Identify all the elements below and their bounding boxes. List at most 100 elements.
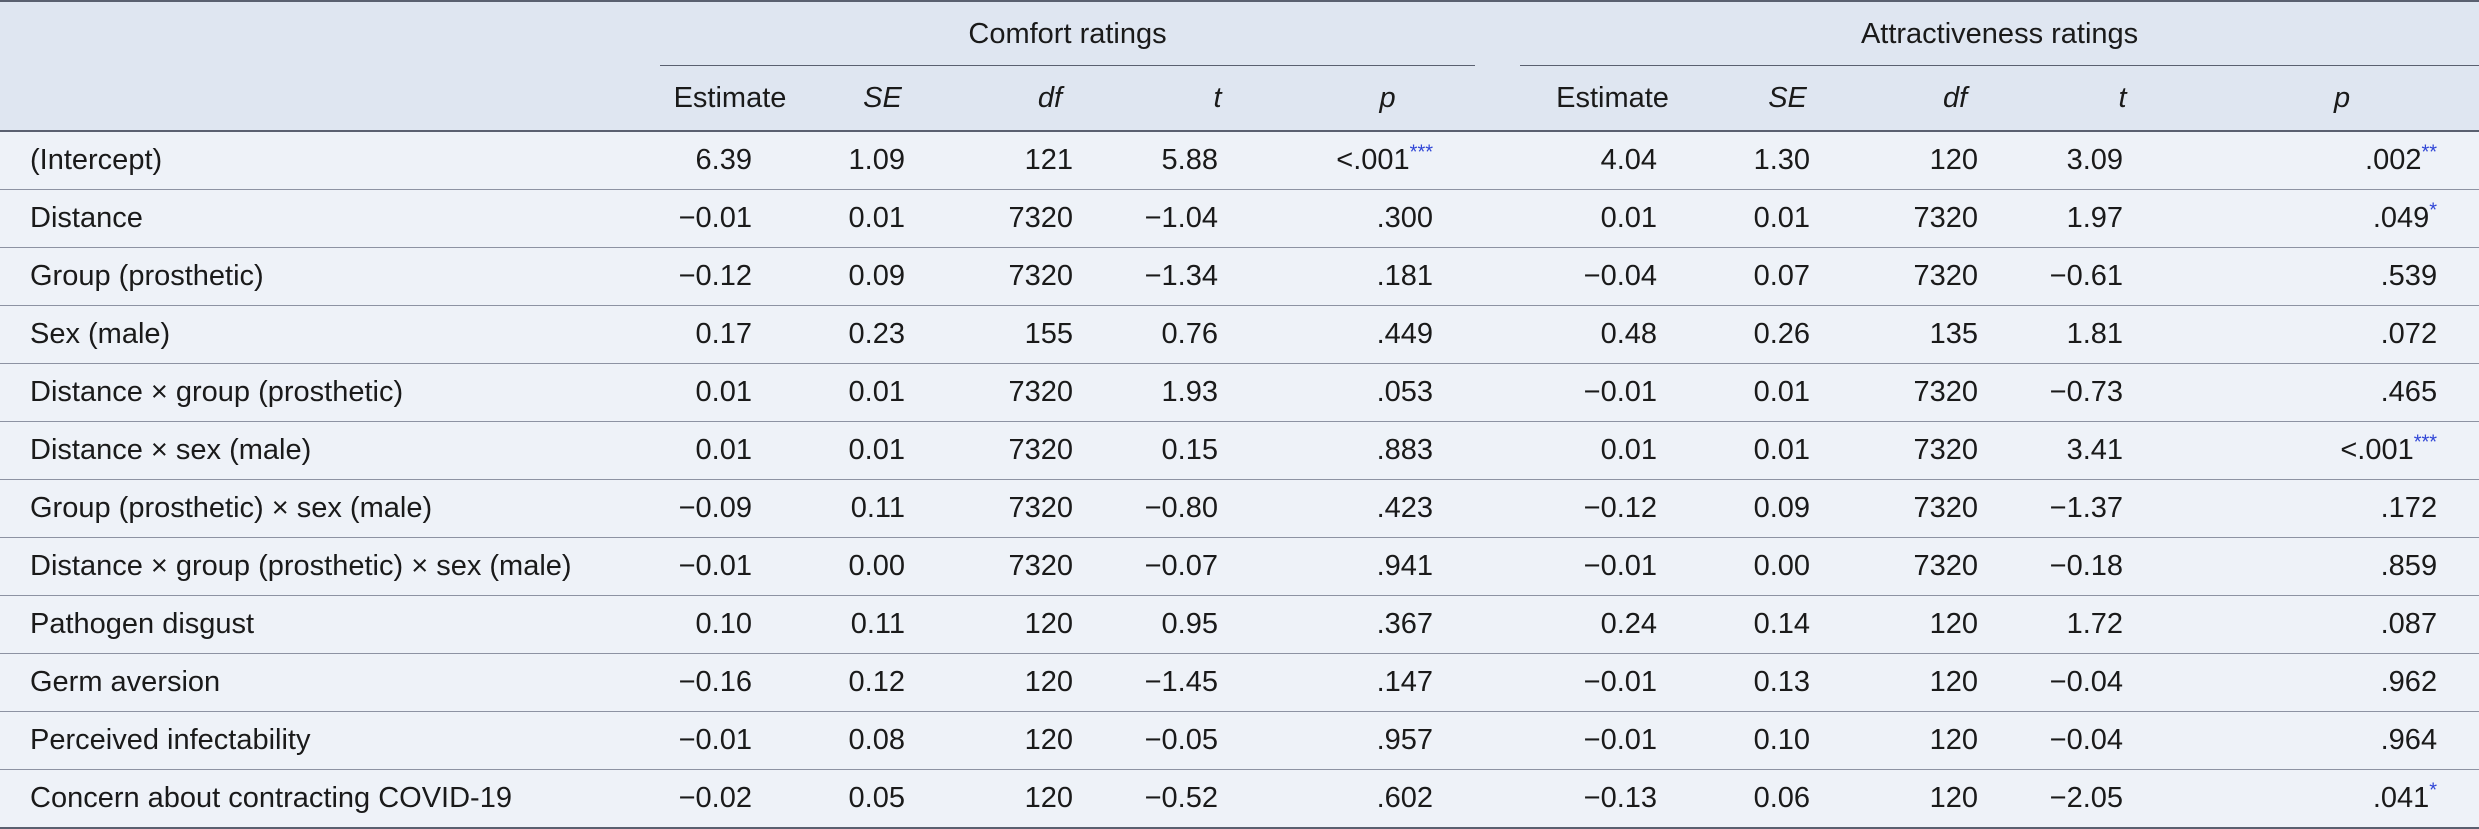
attract-df-value: 7320 [1913, 260, 1979, 292]
attract-estimate-cell: 0.24 [1520, 595, 1706, 654]
comfort-estimate-value: −0.16 [678, 666, 752, 698]
comfort-se-header: SE [800, 66, 965, 132]
attractiveness-ratings-group: Attractiveness ratings [1520, 1, 2479, 66]
comfort-p-cell: .300 [1300, 189, 1476, 248]
table-row: Concern about contracting COVID-19 −0.02 0… [0, 769, 2479, 829]
group-gap-cell [1475, 1, 1520, 66]
comfort-se-cell: 0.09 [800, 247, 965, 306]
attract-p-value: .049 [2372, 202, 2430, 234]
attract-se-cell: 0.01 [1705, 189, 1871, 248]
comfort-se-cell: 0.12 [800, 653, 965, 712]
comfort-t-cell: −0.80 [1135, 479, 1300, 538]
comfort-estimate-value: 0.10 [695, 608, 752, 640]
attract-df-cell: 7320 [1870, 189, 2041, 248]
comfort-df-cell: 155 [965, 305, 1135, 364]
attract-t-value: −0.04 [2049, 724, 2124, 756]
comfort-se-cell: 0.23 [800, 305, 965, 364]
comfort-se-value: 0.09 [848, 260, 905, 292]
comfort-p-value: .449 [1376, 318, 1434, 350]
comfort-t-value: −1.45 [1144, 666, 1218, 698]
attract-se-cell: 0.06 [1705, 770, 1870, 829]
comfort-p-cell: .147 [1300, 653, 1476, 712]
attract-t-cell: −2.05 [2040, 770, 2205, 829]
comfort-t-cell: −1.34 [1135, 247, 1300, 306]
row-label: Sex (male) [0, 305, 660, 364]
gap-cell [1475, 305, 1521, 364]
comfort-df-value: 120 [1024, 782, 1073, 814]
comfort-p-cell: .883 [1300, 421, 1476, 480]
attractiveness-ratings-label: Attractiveness ratings [1860, 17, 2139, 50]
comfort-t-cell: 0.95 [1135, 595, 1300, 654]
comfort-df-value: 7320 [1008, 260, 1073, 292]
attract-p-value: .539 [2380, 260, 2438, 292]
comfort-estimate-cell: 0.17 [660, 305, 800, 364]
comfort-estimate-cell: 0.01 [660, 421, 800, 480]
attract-df-cell: 120 [1870, 653, 2041, 712]
attract-t-cell: 3.09 [2040, 131, 2206, 190]
comfort-se-cell: 0.05 [800, 770, 965, 829]
attract-estimate-cell: −0.04 [1520, 247, 1706, 306]
comfort-df-value: 7320 [1008, 492, 1073, 524]
attract-p-value: .041 [2372, 782, 2430, 814]
comfort-p-cell: <.001*** [1300, 131, 1476, 190]
attract-t-cell: −0.04 [2040, 711, 2206, 770]
attract-estimate-value: −0.01 [1583, 376, 1658, 408]
gap-cell [1475, 247, 1521, 306]
attract-t-cell: −0.73 [2040, 363, 2206, 422]
comfort-estimate-value: −0.01 [678, 724, 752, 756]
comfort-t-cell: 0.76 [1135, 305, 1300, 364]
comfort-p-value: .367 [1376, 608, 1434, 640]
column-header-row: Estimate SE df t p Estimate SE df t p [0, 66, 2479, 132]
row-label: Group (prosthetic) [0, 247, 660, 306]
comfort-p-value: .423 [1376, 492, 1434, 524]
attract-df-header: df [1870, 66, 2041, 132]
attract-estimate-value: 0.01 [1600, 434, 1658, 466]
comfort-ratings-label: Comfort ratings [968, 17, 1167, 50]
comfort-estimate-cell: −0.16 [660, 653, 800, 712]
comfort-t-value: 5.88 [1161, 144, 1218, 176]
row-label: Pathogen disgust [0, 595, 660, 654]
attract-t-value: −2.05 [2049, 782, 2124, 814]
attract-se-value: 0.14 [1753, 608, 1811, 640]
comfort-t-cell: 5.88 [1135, 131, 1300, 190]
attract-df-cell: 135 [1870, 305, 2041, 364]
table-row: (Intercept) 6.39 1.09 121 5.88 <.001*** 4.04 1.… [0, 131, 2479, 190]
comfort-t-cell: −1.04 [1135, 189, 1300, 248]
table-row: Distance × sex (male) 0.01 0.01 7320 0.15 .88… [0, 421, 2479, 480]
comfort-se-cell: 0.01 [800, 421, 965, 480]
attractiveness-group-underline [1520, 65, 2479, 66]
attract-estimate-cell: 0.48 [1520, 305, 1706, 364]
attract-estimate-value: −0.04 [1583, 260, 1658, 292]
attract-se-cell: 0.13 [1705, 653, 1871, 712]
comfort-se-cell: 0.11 [800, 595, 965, 654]
attract-p-value: .465 [2380, 376, 2438, 408]
gap-cell [1475, 537, 1521, 596]
comfort-p-value: .147 [1376, 666, 1434, 698]
comfort-t-cell: −0.07 [1135, 537, 1300, 596]
gap-cell [1475, 711, 1521, 770]
attract-p-value: .002 [2365, 144, 2422, 176]
comfort-p-cell: .053 [1300, 363, 1476, 422]
comfort-df-value: 120 [1024, 724, 1073, 756]
comfort-se-value: 0.23 [848, 318, 905, 350]
comfort-se-value: 0.05 [848, 782, 905, 814]
attract-estimate-value: 0.24 [1600, 608, 1658, 640]
significance-stars: * [2429, 779, 2438, 802]
comfort-estimate-cell: −0.02 [660, 770, 800, 829]
comfort-estimate-cell: −0.01 [660, 537, 800, 596]
attract-t-value: 1.72 [2066, 608, 2124, 640]
attract-t-value: −0.04 [2049, 666, 2124, 698]
gap-cell [1475, 363, 1521, 422]
attract-se-value: 0.09 [1753, 492, 1811, 524]
row-label: Concern about contracting COVID-19 [30, 782, 512, 814]
attract-se-cell: 0.14 [1705, 595, 1871, 654]
comfort-df-cell: 121 [965, 131, 1135, 190]
comfort-t-cell: 1.93 [1135, 363, 1300, 422]
comfort-se-value: 1.09 [848, 144, 905, 176]
attract-se-value: 0.07 [1753, 260, 1811, 292]
table-row: Perceived infectability −0.01 0.08 120 −0.05… [0, 711, 2479, 770]
comfort-df-cell: 7320 [965, 247, 1135, 306]
attract-p-cell: .962 [2205, 653, 2479, 712]
comfort-estimate-value: 0.01 [695, 376, 752, 408]
